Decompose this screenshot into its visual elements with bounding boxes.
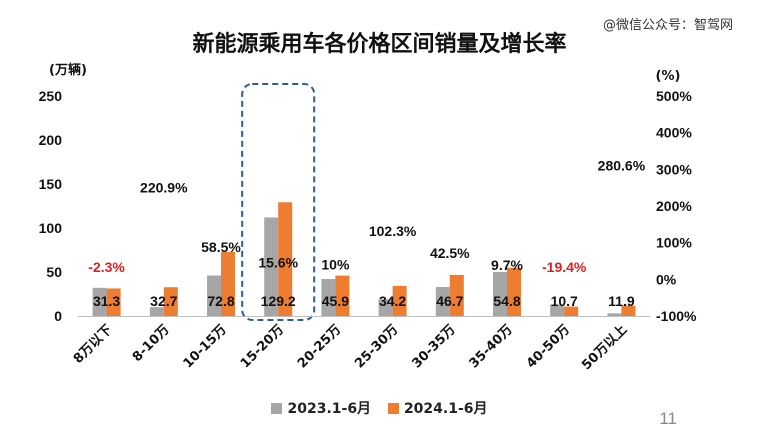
growth-rate-label: 10% — [321, 257, 350, 273]
x-axis-category-label: 8-10万 — [130, 322, 173, 365]
growth-rate-label: 220.9% — [140, 179, 188, 195]
growth-rate-label: -2.3% — [88, 259, 125, 275]
x-axis-category-label: 8万以下 — [71, 322, 116, 367]
growth-rate-label: 42.5% — [430, 245, 470, 261]
legend-swatch-2023 — [271, 402, 283, 414]
bar-2023 — [149, 307, 164, 316]
x-axis-category-label: 30-35万 — [409, 322, 458, 371]
y-axis-left-tick: 200 — [39, 132, 63, 148]
x-axis-category-label: 25-30万 — [352, 322, 401, 371]
growth-rate-label: 280.6% — [598, 157, 646, 173]
growth-rate-label: -19.4% — [542, 259, 587, 275]
x-axis-category-label: 50万以上 — [579, 322, 630, 373]
y-axis-left-tick: 100 — [39, 220, 63, 236]
bar-value-label: 72.8 — [207, 293, 234, 309]
bar-value-label: 54.8 — [493, 293, 520, 309]
y-axis-right-tick: 100% — [656, 235, 692, 251]
y-axis-right-tick: 0% — [656, 271, 677, 287]
growth-rate-label: 102.3% — [369, 223, 417, 239]
y-axis-right-tick: 300% — [656, 161, 692, 177]
y-axis-right-tick: 400% — [656, 125, 692, 141]
legend-label-2024: 2024.1-6月 — [403, 401, 488, 417]
bar-2024 — [163, 287, 178, 316]
bar-2023 — [435, 286, 450, 316]
x-axis-category-label: 35-40万 — [467, 322, 516, 371]
x-axis-category-label: 10-15万 — [181, 322, 230, 371]
legend-item-2023: 2023.1-6月 — [271, 398, 371, 418]
bar-2024 — [564, 306, 579, 316]
y-axis-right-tick: -100% — [656, 308, 697, 324]
x-axis-category-label: 40-50万 — [524, 322, 573, 371]
bar-2024 — [106, 288, 121, 316]
growth-rate-label: 58.5% — [201, 239, 241, 255]
highlight-box — [241, 83, 316, 321]
bar-value-label: 46.7 — [436, 293, 463, 309]
y-axis-left-tick: 250 — [39, 88, 63, 104]
bar-2023 — [264, 217, 279, 316]
y-axis-right-unit: (%) — [656, 69, 681, 84]
bar-value-label: 129.2 — [261, 293, 296, 309]
bar-2023 — [378, 299, 393, 316]
bar-2024 — [392, 285, 407, 316]
y-axis-right-tick: 200% — [656, 198, 692, 214]
growth-rate-label: 15.6% — [258, 255, 298, 271]
bar-value-label: 32.7 — [150, 293, 177, 309]
bar-2023 — [92, 287, 107, 316]
page-number: 11 — [659, 409, 677, 428]
y-axis-left-tick: 0 — [54, 308, 62, 324]
bar-value-label: 45.9 — [322, 293, 349, 309]
bar-2023 — [493, 272, 507, 316]
chart-title: 新能源乘用车各价格区间销量及增长率 — [192, 32, 567, 57]
bar-2024 — [335, 275, 350, 316]
bar-2024 — [449, 274, 464, 316]
y-axis-right-tick: 500% — [656, 88, 692, 104]
x-axis-category-label: 15-20万 — [238, 322, 287, 371]
bar-value-label: 34.2 — [379, 293, 406, 309]
growth-rate-label: 9.7% — [491, 257, 523, 273]
bar-2023 — [607, 313, 622, 316]
bar-2023 — [550, 304, 565, 316]
y-axis-left-tick: 50 — [46, 264, 62, 280]
x-axis-category-label: 20-25万 — [295, 322, 344, 371]
y-axis-left-tick: 150 — [39, 176, 63, 192]
bar-value-label: 10.7 — [551, 293, 578, 309]
bar-value-label: 11.9 — [608, 293, 635, 309]
bar-2023 — [207, 275, 221, 316]
chart-legend: 2023.1-6月 2024.1-6月 — [0, 398, 759, 418]
bar-2023 — [321, 279, 336, 316]
legend-item-2024: 2024.1-6月 — [387, 398, 488, 418]
legend-swatch-2024 — [387, 402, 399, 414]
legend-label-2023: 2023.1-6月 — [287, 401, 372, 417]
bar-value-label: 31.3 — [93, 293, 120, 309]
bar-2024 — [221, 251, 235, 316]
y-axis-left-unit: (万辆) — [49, 62, 87, 78]
bar-2024 — [507, 267, 521, 316]
bar-2024 — [278, 202, 293, 316]
bar-2024 — [621, 305, 636, 316]
watermark-text: @微信公众号：智驾网 — [602, 18, 733, 33]
